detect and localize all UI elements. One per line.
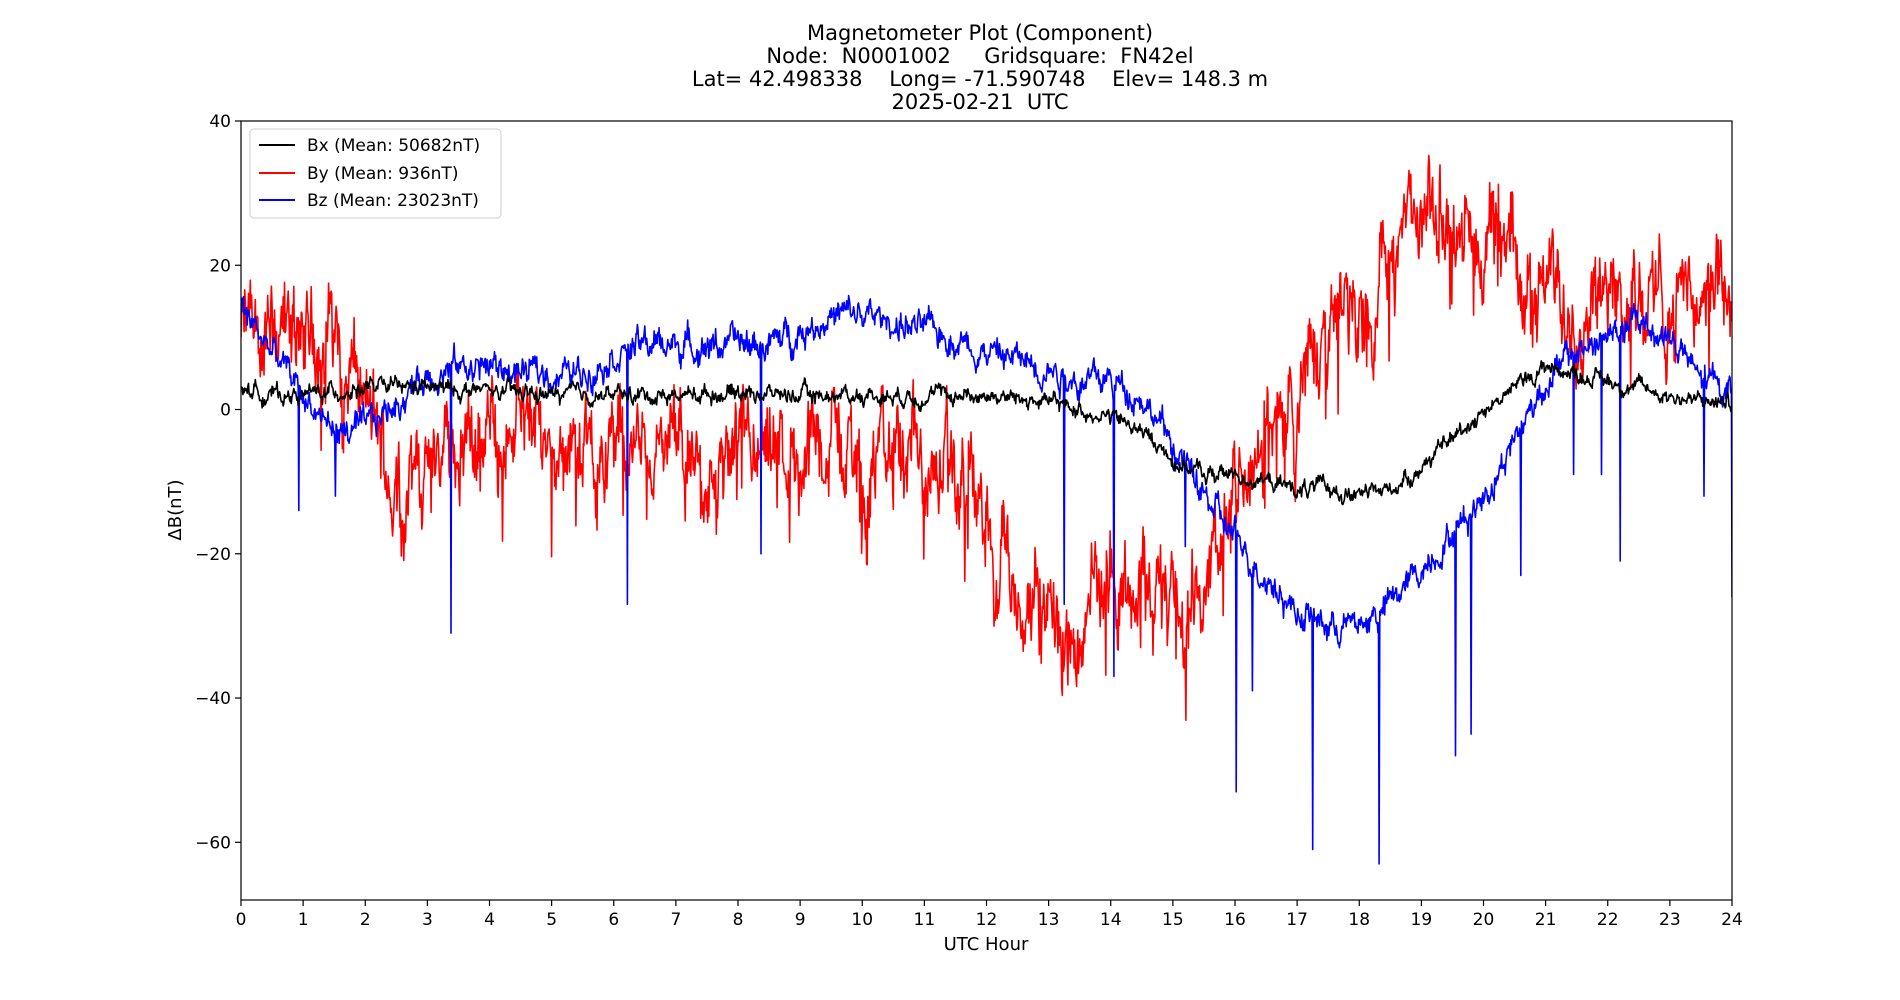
x-tick-label: 20 (1473, 910, 1495, 930)
legend-label-by: By (Mean: 936nT) (307, 164, 458, 184)
x-tick-label: 17 (1286, 910, 1308, 930)
x-tick-label: 8 (733, 910, 744, 930)
y-axis: 40 20 0 −20 −40 −60 (195, 112, 241, 853)
x-tick-label: 10 (851, 910, 873, 930)
x-tick-label: 22 (1597, 910, 1619, 930)
legend-label-bz: Bz (Mean: 23023nT) (307, 191, 479, 211)
x-tick-label: 16 (1224, 910, 1246, 930)
x-axis: 0 1 2 3 4 5 6 7 8 9 10 11 12 13 14 15 16 17 18 19 20 21 22 23 24 (236, 900, 1743, 930)
x-tick-label: 12 (976, 910, 998, 930)
chart-title: Magnetometer Plot (Component) Node: N000… (0, 22, 1900, 114)
series-layer (241, 154, 1732, 865)
series-line-bz (241, 294, 1732, 865)
legend: Bx (Mean: 50682nT) By (Mean: 936nT) Bz (… (249, 128, 502, 219)
x-tick-label: 15 (1162, 910, 1184, 930)
x-tick-label: 4 (484, 910, 495, 930)
x-tick-label: 3 (422, 910, 433, 930)
legend-box (249, 128, 502, 219)
x-tick-label: 13 (1038, 910, 1060, 930)
x-tick-label: 18 (1348, 910, 1370, 930)
y-tick-label: 20 (209, 256, 231, 276)
x-tick-label: 2 (360, 910, 371, 930)
legend-label-bx: Bx (Mean: 50682nT) (307, 136, 480, 156)
x-tick-label: 6 (608, 910, 619, 930)
x-tick-label: 14 (1100, 910, 1122, 930)
x-tick-label: 21 (1535, 910, 1557, 930)
x-tick-label: 9 (795, 910, 806, 930)
x-tick-label: 19 (1411, 910, 1433, 930)
x-tick-label: 5 (546, 910, 557, 930)
x-tick-label: 11 (914, 910, 936, 930)
x-axis-label: UTC Hour (944, 934, 1029, 955)
series-line-bx (241, 360, 1732, 506)
x-tick-label: 1 (298, 910, 309, 930)
x-tick-label: 7 (670, 910, 681, 930)
y-tick-label: 0 (220, 401, 231, 421)
y-tick-label: −60 (195, 833, 231, 853)
y-tick-label: 40 (209, 112, 231, 132)
y-tick-label: −40 (195, 689, 231, 709)
series-line-by (241, 154, 1732, 722)
y-tick-label: −20 (195, 545, 231, 565)
x-tick-label: 24 (1721, 910, 1743, 930)
x-tick-label: 23 (1659, 910, 1681, 930)
chart-title-line-2: Node: N0001002 Gridsquare: FN42el (766, 44, 1194, 68)
chart-title-line-4: 2025-02-21 UTC (891, 90, 1069, 114)
y-axis-label: ΔB(nT) (165, 479, 186, 540)
x-tick-label: 0 (236, 910, 247, 930)
chart-title-line-3: Lat= 42.498338 Long= -71.590748 Elev= 14… (691, 67, 1269, 91)
chart-title-line-1: Magnetometer Plot (Component) (806, 21, 1154, 45)
